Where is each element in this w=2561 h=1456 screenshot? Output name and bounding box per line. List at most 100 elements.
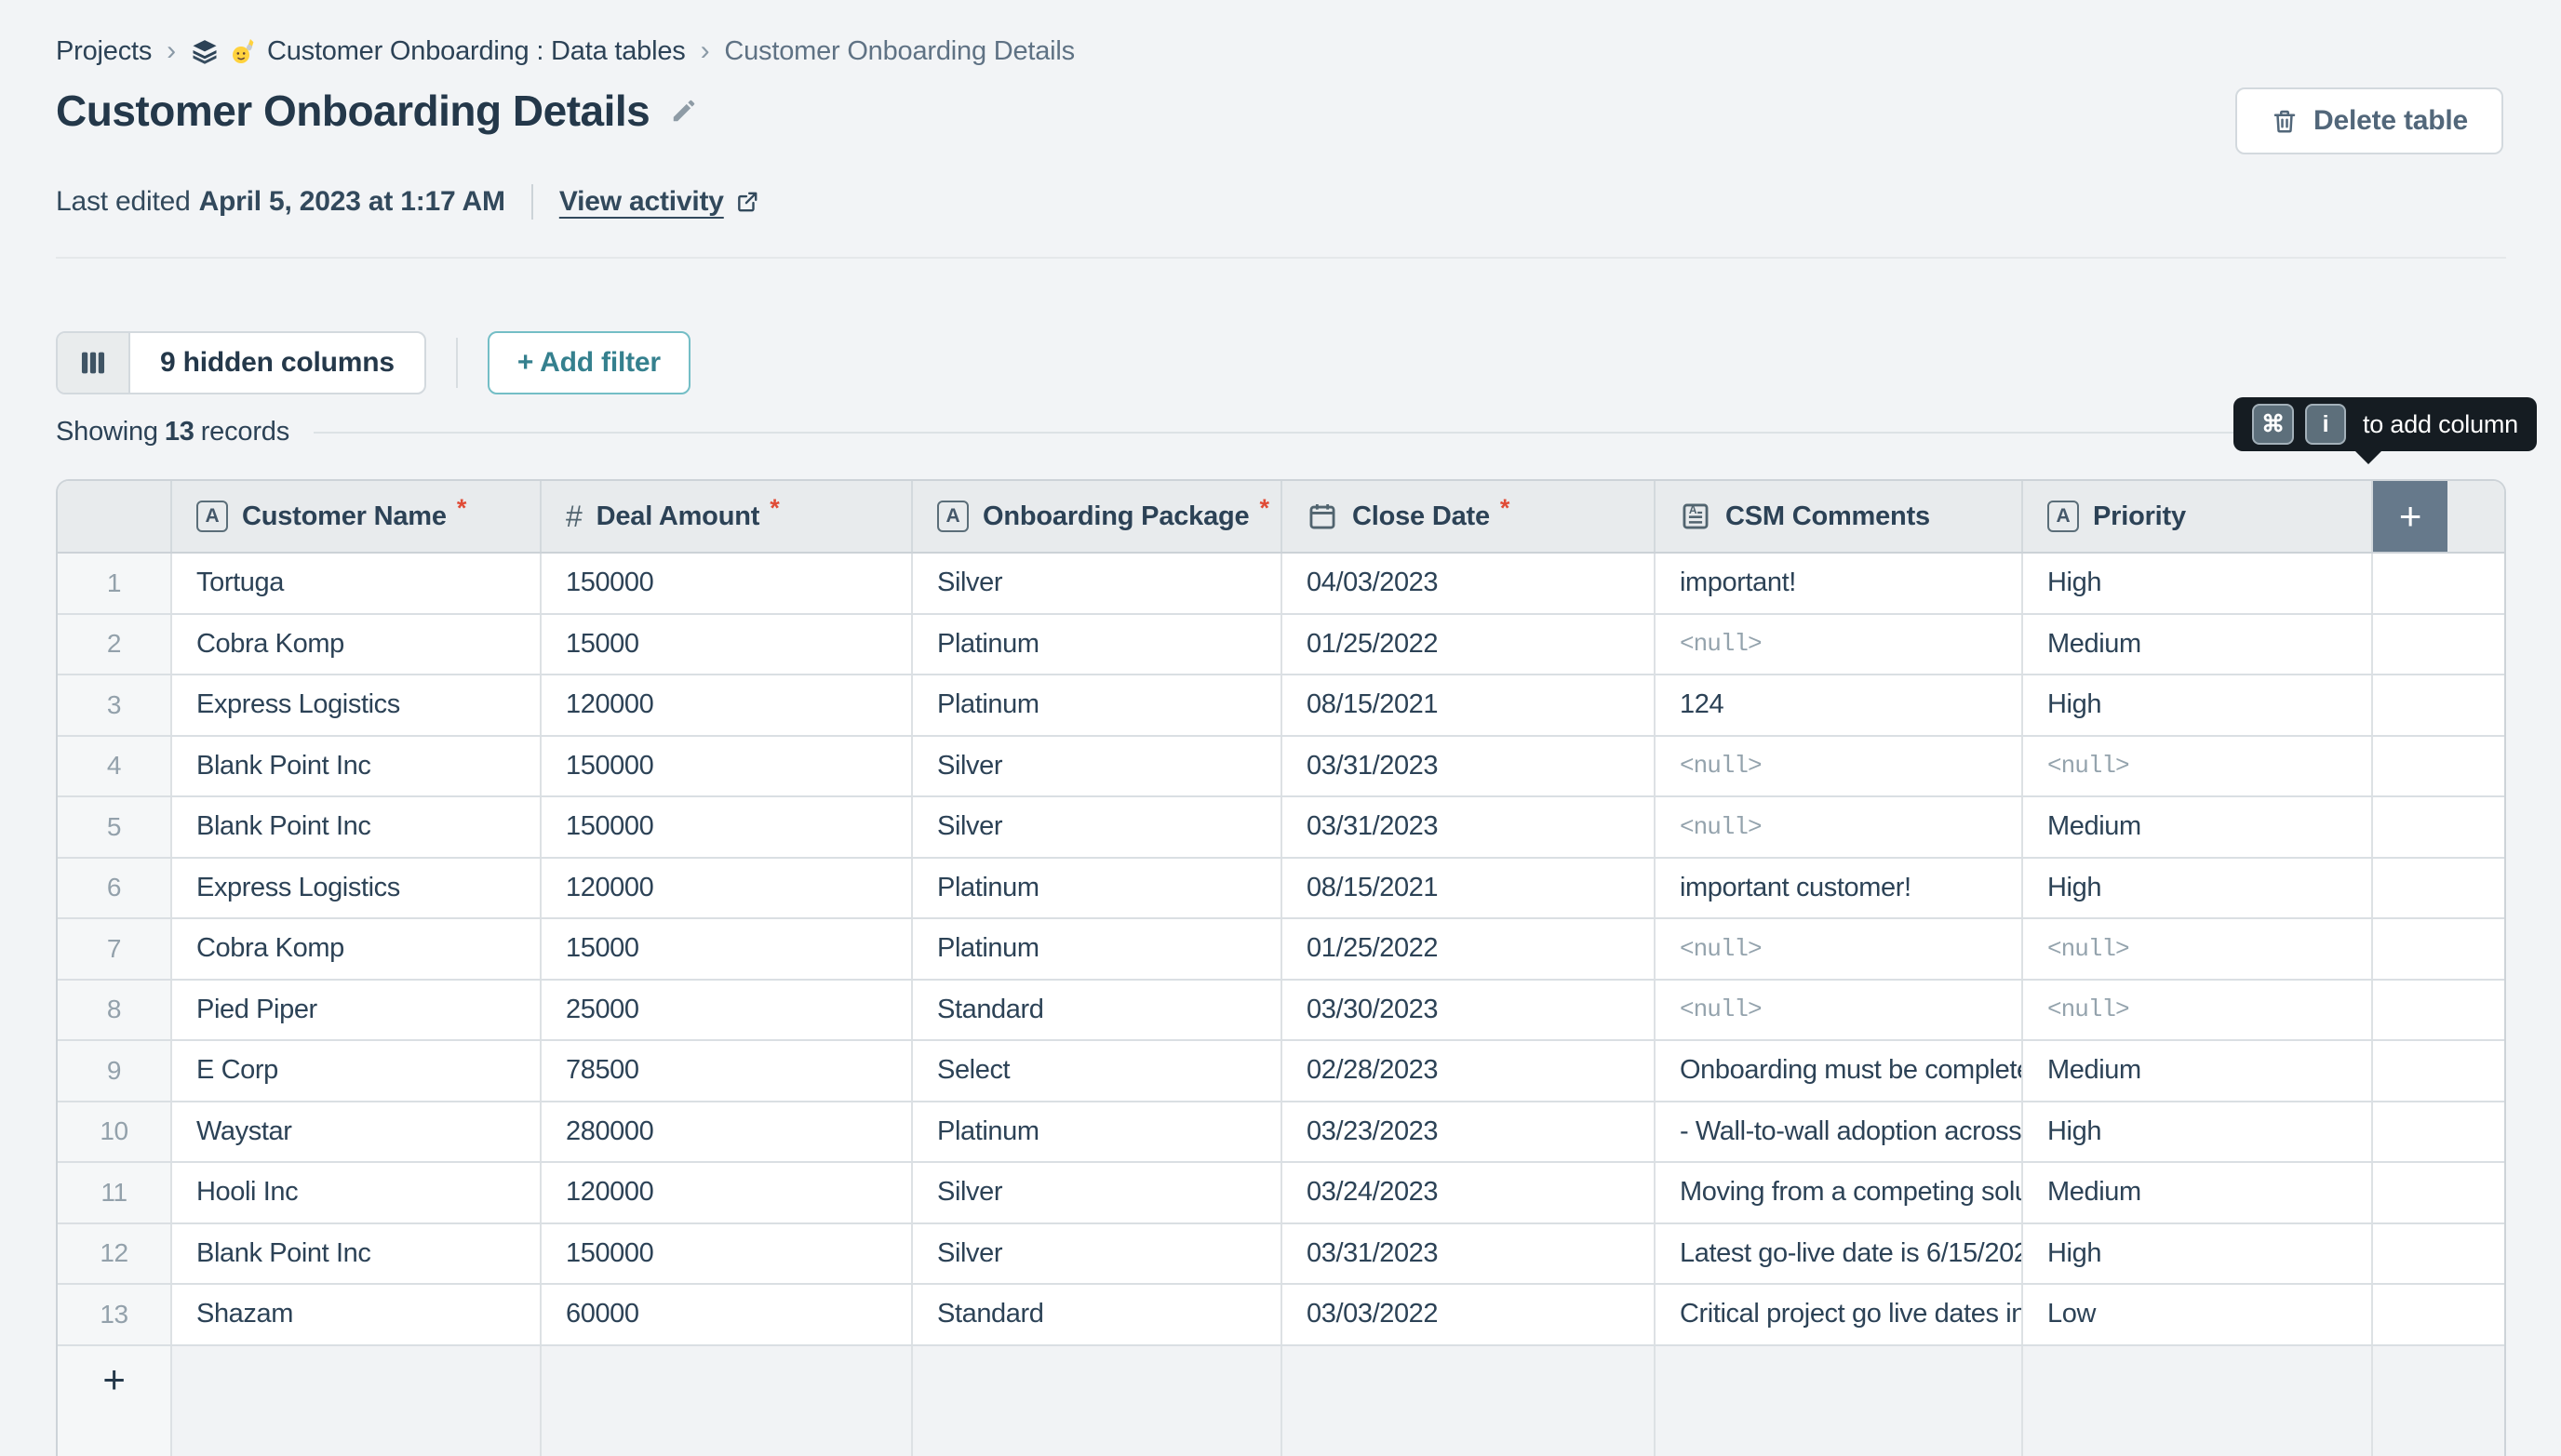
table-cell[interactable]: High [2023, 1223, 2373, 1283]
row-number-cell[interactable]: 7 [58, 919, 172, 979]
table-cell[interactable]: Select [913, 1041, 1282, 1101]
table-cell[interactable]: 03/24/2023 [1282, 1163, 1656, 1222]
row-number-cell[interactable]: 6 [58, 858, 172, 917]
table-cell[interactable]: 03/31/2023 [1282, 1223, 1656, 1283]
table-cell[interactable]: High [2023, 858, 2373, 917]
table-cell[interactable]: <null> [1656, 614, 2023, 674]
row-number-header[interactable] [58, 481, 172, 552]
row-number-cell[interactable]: 3 [58, 675, 172, 735]
table-cell[interactable]: important! [1656, 554, 2023, 613]
table-cell[interactable]: High [2023, 675, 2373, 735]
table-cell[interactable]: <null> [1656, 980, 2023, 1039]
row-number-cell[interactable]: 11 [58, 1163, 172, 1222]
table-cell[interactable]: E Corp [172, 1041, 542, 1101]
table-cell[interactable]: 03/30/2023 [1282, 980, 1656, 1039]
table-cell[interactable]: 120000 [542, 858, 913, 917]
table-cell[interactable]: 03/03/2022 [1282, 1285, 1656, 1344]
table-cell[interactable]: Silver [913, 1223, 1282, 1283]
table-cell[interactable]: 03/31/2023 [1282, 797, 1656, 857]
table-cell[interactable]: 03/31/2023 [1282, 736, 1656, 795]
table-cell[interactable]: Tortuga [172, 554, 542, 613]
table-cell[interactable]: 01/25/2022 [1282, 614, 1656, 674]
table-cell[interactable]: 08/15/2021 [1282, 858, 1656, 917]
row-number-cell[interactable]: 5 [58, 797, 172, 857]
delete-table-button[interactable]: Delete table [2235, 87, 2503, 154]
column-header-close-date[interactable]: Close Date * [1282, 481, 1656, 552]
table-cell[interactable]: Platinum [913, 1102, 1282, 1161]
table-cell[interactable]: 150000 [542, 797, 913, 857]
table-cell[interactable]: Platinum [913, 675, 1282, 735]
table-cell[interactable]: Hooli Inc [172, 1163, 542, 1222]
table-cell[interactable]: 15000 [542, 614, 913, 674]
table-cell[interactable]: 124 [1656, 675, 2023, 735]
table-cell[interactable]: Medium [2023, 1041, 2373, 1101]
row-number-cell[interactable]: 1 [58, 554, 172, 613]
row-number-cell[interactable]: 9 [58, 1041, 172, 1101]
table-cell[interactable]: Silver [913, 797, 1282, 857]
table-cell[interactable]: 120000 [542, 675, 913, 735]
table-cell[interactable]: Pied Piper [172, 980, 542, 1039]
table-cell[interactable]: Platinum [913, 858, 1282, 917]
view-activity-link[interactable]: View activity [559, 186, 759, 218]
table-cell[interactable]: Silver [913, 554, 1282, 613]
table-cell[interactable]: Cobra Komp [172, 614, 542, 674]
row-number-cell[interactable]: 8 [58, 980, 172, 1039]
table-cell[interactable]: 120000 [542, 1163, 913, 1222]
table-cell[interactable]: Express Logistics [172, 675, 542, 735]
row-number-cell[interactable]: 10 [58, 1102, 172, 1161]
table-cell[interactable]: 150000 [542, 1223, 913, 1283]
table-cell[interactable]: 08/15/2021 [1282, 675, 1656, 735]
table-cell[interactable]: important customer! [1656, 858, 2023, 917]
table-cell[interactable]: Blank Point Inc [172, 736, 542, 795]
table-cell[interactable]: 280000 [542, 1102, 913, 1161]
column-header-deal-amount[interactable]: # Deal Amount * [542, 481, 913, 552]
table-cell[interactable]: 01/25/2022 [1282, 919, 1656, 979]
table-cell[interactable]: Platinum [913, 919, 1282, 979]
table-cell[interactable]: Waystar [172, 1102, 542, 1161]
table-cell[interactable]: Blank Point Inc [172, 797, 542, 857]
table-cell[interactable]: 150000 [542, 736, 913, 795]
breadcrumb-projects[interactable]: Projects [56, 35, 153, 66]
table-cell[interactable]: <null> [1656, 919, 2023, 979]
table-cell[interactable]: Standard [913, 1285, 1282, 1344]
table-cell[interactable]: Express Logistics [172, 858, 542, 917]
table-cell[interactable]: 04/03/2023 [1282, 554, 1656, 613]
table-cell[interactable]: Medium [2023, 1163, 2373, 1222]
column-header-customer-name[interactable]: A Customer Name * [172, 481, 542, 552]
column-header-csm-comments[interactable]: A CSM Comments [1656, 481, 2023, 552]
table-cell[interactable]: 25000 [542, 980, 913, 1039]
table-cell[interactable]: Moving from a competing solu [1656, 1163, 2023, 1222]
add-row-button[interactable]: + [58, 1345, 172, 1456]
table-cell[interactable]: Latest go-live date is 6/15/202 [1656, 1223, 2023, 1283]
row-number-cell[interactable]: 13 [58, 1285, 172, 1344]
table-cell[interactable]: Silver [913, 1163, 1282, 1222]
table-cell[interactable]: 60000 [542, 1285, 913, 1344]
table-cell[interactable]: High [2023, 554, 2373, 613]
table-cell[interactable]: <null> [2023, 980, 2373, 1039]
row-number-cell[interactable]: 4 [58, 736, 172, 795]
table-cell[interactable]: Silver [913, 736, 1282, 795]
table-cell[interactable]: Medium [2023, 797, 2373, 857]
table-cell[interactable]: 150000 [542, 554, 913, 613]
table-cell[interactable]: Platinum [913, 614, 1282, 674]
column-header-onboarding-package[interactable]: A Onboarding Package * [913, 481, 1282, 552]
table-cell[interactable]: 78500 [542, 1041, 913, 1101]
breadcrumb-project[interactable]: Customer Onboarding : Data tables [191, 36, 686, 67]
row-number-cell[interactable]: 2 [58, 614, 172, 674]
table-cell[interactable]: Critical project go live dates in [1656, 1285, 2023, 1344]
table-cell[interactable]: - Wall-to-wall adoption across [1656, 1102, 2023, 1161]
table-cell[interactable]: <null> [2023, 736, 2373, 795]
table-cell[interactable]: Shazam [172, 1285, 542, 1344]
table-cell[interactable]: High [2023, 1102, 2373, 1161]
table-cell[interactable]: Standard [913, 980, 1282, 1039]
table-cell[interactable]: Medium [2023, 614, 2373, 674]
table-cell[interactable]: 03/23/2023 [1282, 1102, 1656, 1161]
edit-title-pencil-icon[interactable] [670, 97, 698, 125]
table-cell[interactable]: Onboarding must be complete [1656, 1041, 2023, 1101]
table-cell[interactable]: 02/28/2023 [1282, 1041, 1656, 1101]
add-column-button[interactable]: + [2373, 481, 2447, 552]
table-cell[interactable]: 15000 [542, 919, 913, 979]
table-cell[interactable]: Cobra Komp [172, 919, 542, 979]
table-cell[interactable]: Low [2023, 1285, 2373, 1344]
table-cell[interactable]: <null> [1656, 797, 2023, 857]
